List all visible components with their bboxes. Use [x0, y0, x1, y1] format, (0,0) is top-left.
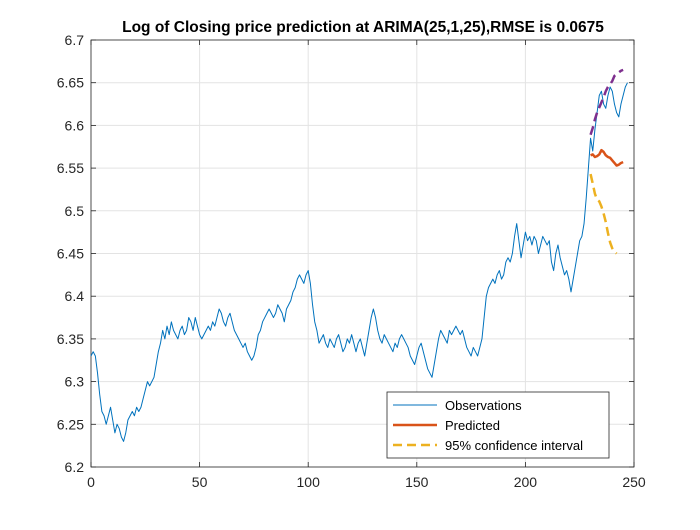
tick-layer: 0 50 100 150 200 250 6.2 6.25 6.3 6.35 6.4 6.45 6.5 6… — [57, 32, 646, 490]
x-tick-label: 0 — [87, 474, 95, 490]
x-tick-label: 100 — [297, 474, 321, 490]
series-confidence-lower — [589, 173, 618, 255]
x-tick-label: 50 — [192, 474, 208, 490]
x-tick-label: 200 — [514, 474, 538, 490]
y-tick-label: 6.55 — [57, 160, 84, 176]
x-tick-label: 250 — [622, 474, 646, 490]
series-confidence-upper — [589, 68, 624, 136]
y-tick-label: 6.2 — [65, 459, 85, 475]
y-tick-label: 6.4 — [65, 288, 85, 304]
legend-label-observations: Observations — [445, 398, 522, 413]
grid — [90, 39, 635, 468]
y-tick-label: 6.65 — [57, 75, 84, 91]
y-tick-label: 6.6 — [65, 117, 85, 133]
legend: Observations Predicted 95% confidence in… — [386, 391, 610, 459]
x-tick-label: 150 — [405, 474, 429, 490]
y-tick-label: 6.25 — [57, 416, 84, 432]
y-tick-label: 6.45 — [57, 246, 84, 262]
chart-title: Log of Closing price prediction at ARIMA… — [122, 19, 604, 36]
series-layer — [90, 68, 628, 442]
legend-label-confidence: 95% confidence interval — [445, 438, 583, 453]
y-tick-label: 6.7 — [65, 32, 85, 48]
y-tick-label: 6.3 — [65, 374, 85, 390]
y-tick-label: 6.5 — [65, 203, 85, 219]
legend-label-predicted: Predicted — [445, 418, 500, 433]
y-tick-label: 6.35 — [57, 331, 84, 347]
series-predicted — [590, 148, 624, 167]
series-observations — [90, 82, 628, 442]
